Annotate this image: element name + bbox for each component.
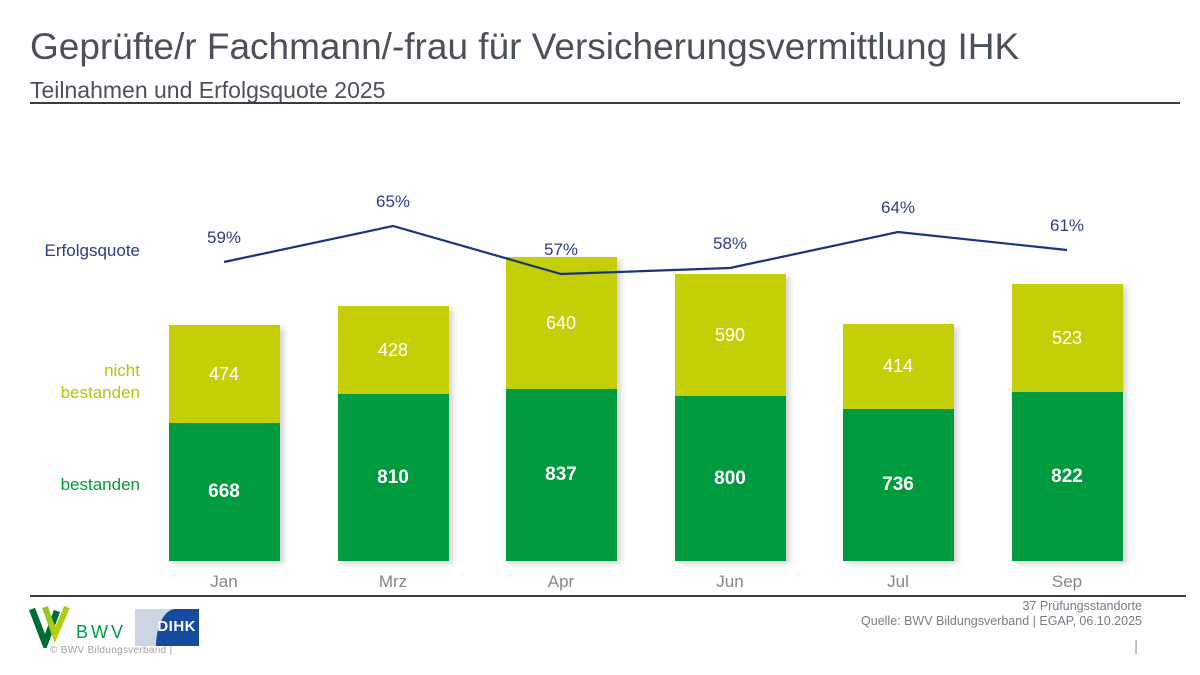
erfolgsquote-value-apr: 57% [543, 240, 579, 259]
erfolgsquote-value-jul: 64% [880, 198, 916, 217]
value-nicht-bestanden-apr: 640 [545, 312, 577, 333]
segment-bestanden-jun: 800 [674, 396, 786, 561]
erfolgsquote-value-jan: 59% [206, 228, 242, 247]
footer-page-separator: | [1134, 638, 1138, 655]
value-bestanden-jan: 668 [208, 481, 240, 502]
bwv-logo-text: BWV [76, 622, 127, 642]
bar-jun: 590 800 [674, 274, 786, 561]
value-bestanden-mrz: 810 [377, 466, 409, 488]
segment-bestanden-jan: 668 [168, 423, 280, 561]
footer-standorte: 37 Prüfungsstandorte [1022, 599, 1142, 613]
axis-label-sep: Sep [1051, 572, 1083, 591]
value-nicht-bestanden-jan: 474 [208, 363, 240, 384]
bar-mrz: 428 810 [337, 306, 449, 561]
footer-source: Quelle: BWV Bildungsverband | EGAP, 06.1… [861, 614, 1142, 628]
erfolgsquote-value-jun: 58% [712, 234, 748, 253]
value-bestanden-apr: 837 [545, 464, 577, 485]
legend-bestanden: bestanden [60, 475, 140, 494]
segment-bestanden-apr: 837 [505, 389, 617, 561]
value-nicht-bestanden-jun: 590 [714, 324, 746, 345]
segment-bestanden-mrz: 810 [337, 394, 449, 561]
value-nicht-bestanden-sep: 523 [1051, 327, 1083, 348]
value-nicht-bestanden-mrz: 428 [377, 339, 409, 360]
legend-erfolgsquote: Erfolgsquote [44, 241, 140, 260]
axis-label-jun: Jun [716, 572, 744, 591]
dihk-logo: DIHK [135, 609, 199, 646]
segment-bestanden-jul: 736 [842, 409, 954, 561]
bar-jan: 474 668 [168, 325, 280, 561]
value-bestanden-jul: 736 [882, 474, 914, 495]
bwv-logo: BWV [28, 604, 168, 648]
segment-nicht-bestanden-jan: 474 [168, 325, 280, 423]
segment-nicht-bestanden-sep: 523 [1011, 284, 1123, 392]
bwv-copyright: © BWV Bildungsverband | [50, 645, 173, 656]
segment-nicht-bestanden-apr: 640 [505, 257, 617, 389]
bar-apr: 640 837 [505, 257, 617, 561]
bar-jul: 414 736 [842, 324, 954, 561]
erfolgsquote-value-mrz: 65% [375, 192, 411, 211]
axis-label-jan: Jan [210, 572, 238, 591]
page-subtitle: Teilnahmen und Erfolgsquote 2025 [30, 77, 386, 103]
segment-nicht-bestanden-jul: 414 [842, 324, 954, 409]
bwv-logo-icon [28, 605, 70, 648]
legend-nicht-line1: nicht [104, 361, 140, 380]
axis-label-jul: Jul [887, 572, 909, 591]
dihk-logo-shape [156, 609, 199, 646]
footer-divider [30, 595, 1186, 597]
page-title: Geprüfte/r Fachmann/-frau für Versicheru… [30, 26, 1020, 67]
axis-label-mrz: Mrz [378, 572, 408, 591]
legend-nicht-line2: bestanden [60, 383, 140, 402]
bar-sep: 523 822 [1011, 284, 1123, 561]
segment-nicht-bestanden-mrz: 428 [337, 306, 449, 394]
value-nicht-bestanden-jul: 414 [882, 356, 914, 376]
segment-bestanden-sep: 822 [1011, 392, 1123, 561]
segment-nicht-bestanden-jun: 590 [674, 274, 786, 396]
header-divider [30, 102, 1180, 104]
dihk-logo-text: DIHK [157, 618, 196, 635]
value-bestanden-sep: 822 [1051, 465, 1083, 487]
legend-nicht-bestanden: nicht bestanden [20, 360, 140, 404]
axis-label-apr: Apr [547, 572, 575, 591]
value-bestanden-jun: 800 [714, 467, 746, 489]
erfolgsquote-value-sep: 61% [1049, 216, 1085, 235]
